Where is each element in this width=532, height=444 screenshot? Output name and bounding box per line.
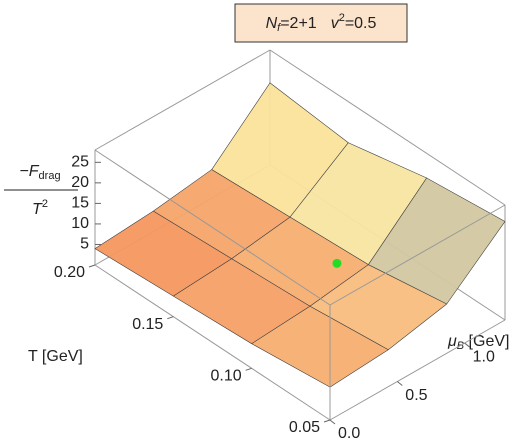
z-label-part: −F xyxy=(19,163,39,180)
box-edge xyxy=(94,49,271,151)
box-edge xyxy=(94,264,331,421)
box-edge xyxy=(94,149,331,306)
box-edge xyxy=(269,49,506,206)
z-tick-label: 25 xyxy=(71,154,89,171)
title-part: =2+1 xyxy=(280,15,317,32)
chart-title: Nf=2+1 v2=0.5 xyxy=(266,12,377,34)
z-label-num: −Fdrag xyxy=(19,163,60,182)
y-tick-label: 0.5 xyxy=(405,387,427,404)
surface-cell xyxy=(251,305,389,388)
x-tick-label: 0.20 xyxy=(54,264,85,281)
title-part: v xyxy=(331,15,340,32)
title-part: N xyxy=(266,15,278,32)
x-tick xyxy=(88,264,96,268)
x-tick-label: 0.05 xyxy=(289,419,320,436)
y-tick-label: 1.0 xyxy=(473,348,495,365)
box-edge xyxy=(329,319,506,421)
y-tick xyxy=(464,342,470,348)
y-label-part: μ xyxy=(447,333,457,350)
z-label-part: drag xyxy=(39,170,61,182)
z-label-part: 2 xyxy=(42,198,48,210)
title-part: f xyxy=(277,22,281,34)
title-part: 2 xyxy=(339,12,345,24)
z-label-den: T2 xyxy=(32,198,48,218)
title-part: =0.5 xyxy=(345,15,377,32)
z-tick-label: 20 xyxy=(71,174,89,191)
y-tick-label: 0.0 xyxy=(338,425,360,442)
title-box xyxy=(234,3,408,43)
x-axis-label: T [GeV] xyxy=(28,348,83,365)
y-tick xyxy=(396,381,403,386)
x-tick xyxy=(245,367,252,371)
box-edge xyxy=(329,204,506,306)
x-tick-label: 0.15 xyxy=(132,316,163,333)
z-axis-label: −Fdrag T2 xyxy=(4,163,78,218)
x-tick xyxy=(167,316,174,320)
critical-point xyxy=(332,258,342,268)
y-label-part: [GeV] xyxy=(464,333,509,350)
z-label-part: T xyxy=(32,201,43,218)
z-tick-label: 10 xyxy=(71,215,89,232)
z-tick-label: 15 xyxy=(71,195,89,212)
y-tick xyxy=(329,419,336,425)
z-tick-label: 5 xyxy=(80,236,89,253)
x-tick-label: 0.10 xyxy=(211,368,242,385)
x-tick xyxy=(323,419,331,423)
